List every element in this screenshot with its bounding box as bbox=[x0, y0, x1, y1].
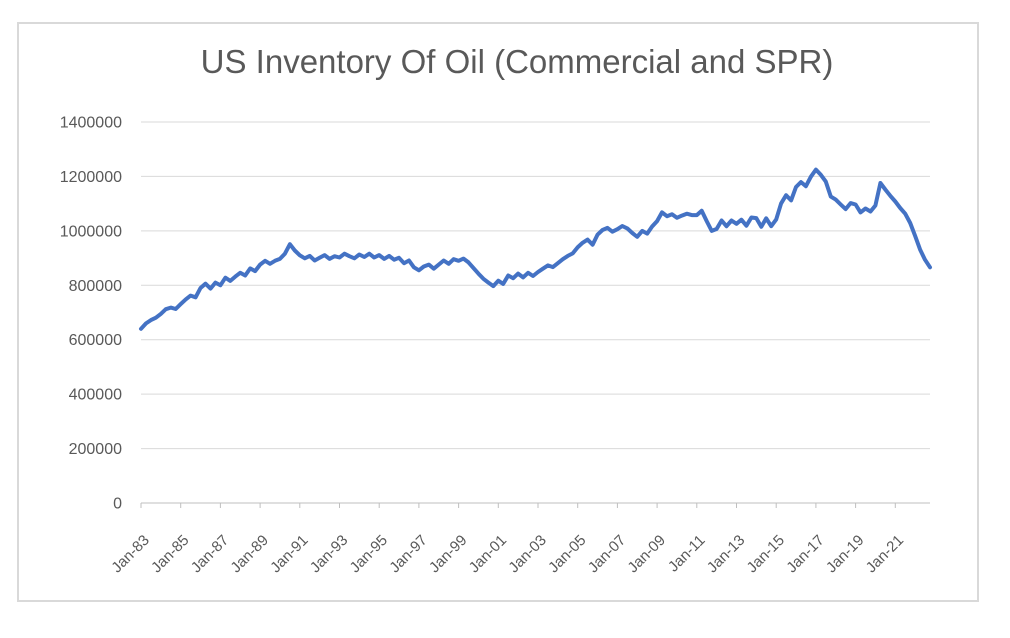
y-tick-label: 200000 bbox=[69, 441, 122, 458]
x-tick-label: Jan-01 bbox=[466, 532, 510, 576]
y-tick-label: 800000 bbox=[69, 278, 122, 295]
x-tick-label: Jan-99 bbox=[426, 532, 470, 576]
x-tick-label: Jan-87 bbox=[188, 532, 232, 576]
x-tick-label: Jan-11 bbox=[665, 532, 709, 576]
x-tick-label: Jan-21 bbox=[863, 532, 907, 576]
inventory-line-series bbox=[139, 167, 932, 331]
chart-title: US Inventory Of Oil (Commercial and SPR) bbox=[200, 43, 834, 80]
y-tick-label: 1400000 bbox=[60, 115, 122, 132]
y-tick-label: 0 bbox=[113, 496, 122, 513]
x-tick-label: Jan-91 bbox=[267, 532, 311, 576]
x-tick-label: Jan-15 bbox=[744, 532, 788, 576]
x-tick-label: Jan-85 bbox=[148, 532, 192, 576]
x-tick-label: Jan-07 bbox=[585, 532, 629, 576]
y-tick-label: 400000 bbox=[69, 387, 122, 404]
x-tick-label: Jan-97 bbox=[386, 532, 430, 576]
x-tick-label: Jan-17 bbox=[783, 532, 827, 576]
y-tick-label: 1000000 bbox=[60, 223, 122, 240]
x-tick-label: Jan-05 bbox=[545, 532, 589, 576]
x-tick-label: Jan-83 bbox=[108, 532, 152, 576]
y-tick-label: 600000 bbox=[69, 332, 122, 349]
x-tick-label: Jan-93 bbox=[307, 532, 351, 576]
y-tick-label: 1200000 bbox=[60, 169, 122, 186]
x-tick-label: Jan-19 bbox=[823, 532, 867, 576]
x-tick-label: Jan-03 bbox=[505, 532, 549, 576]
x-tick-label: Jan-09 bbox=[624, 532, 668, 576]
x-tick-label: Jan-95 bbox=[347, 532, 391, 576]
x-tick-label: Jan-13 bbox=[704, 532, 748, 576]
x-tick-label: Jan-89 bbox=[227, 532, 271, 576]
